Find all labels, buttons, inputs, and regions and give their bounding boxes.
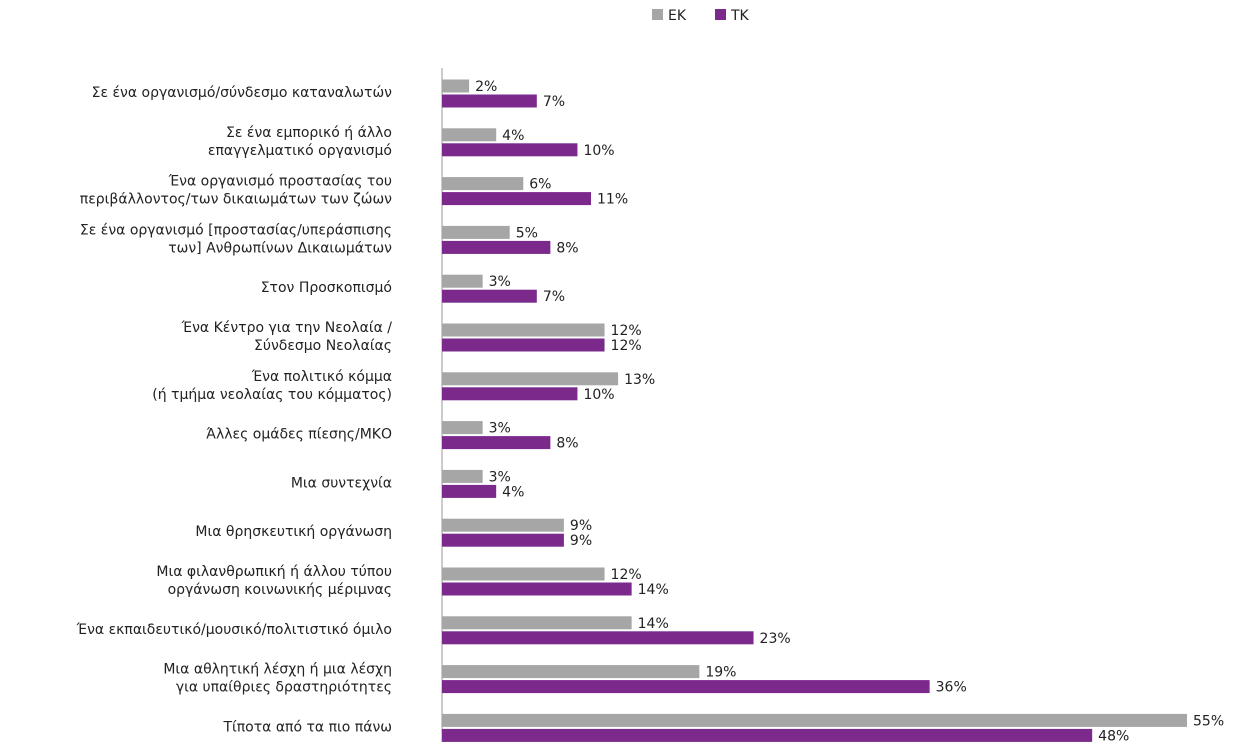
bar bbox=[442, 240, 551, 254]
value-label: 12% bbox=[611, 323, 642, 339]
bar bbox=[442, 680, 930, 694]
bar bbox=[442, 631, 754, 645]
bar bbox=[442, 128, 497, 142]
value-label: 10% bbox=[583, 387, 614, 403]
value-label: 14% bbox=[638, 616, 669, 632]
bar bbox=[442, 713, 1187, 727]
category-label: των] Ανθρωπίνων Δικαιωμάτων bbox=[168, 240, 392, 256]
category-label: Μια θρησκευτική οργάνωση bbox=[195, 524, 392, 540]
bar bbox=[442, 533, 564, 547]
value-label: 5% bbox=[516, 225, 538, 241]
value-label: 13% bbox=[624, 372, 655, 388]
value-label: 4% bbox=[502, 128, 524, 144]
value-label: 23% bbox=[760, 631, 791, 647]
bar bbox=[442, 79, 470, 93]
category-label: Τίποτα από τα πιο πάνω bbox=[222, 719, 392, 735]
category-label: περιβάλλοντος/των δικαιωμάτων των ζώων bbox=[80, 192, 392, 208]
bar bbox=[442, 225, 510, 239]
bar bbox=[442, 323, 605, 337]
category-label: Στον Προσκοπισμό bbox=[261, 280, 392, 296]
category-label: επαγγελματικό οργανισμό bbox=[208, 143, 392, 159]
bar bbox=[442, 143, 578, 157]
category-label: Ένα εκπαιδευτικό/μουσικό/πολιτιστικό όμι… bbox=[76, 622, 392, 638]
value-label: 2% bbox=[475, 79, 497, 95]
legend-label: ΤΚ bbox=[730, 8, 750, 24]
category-label: Ένα πολιτικό κόμμα bbox=[251, 369, 392, 385]
category-label: (ή τμήμα νεολαίας του κόμματος) bbox=[152, 387, 392, 403]
value-label: 9% bbox=[570, 518, 592, 534]
value-label: 12% bbox=[611, 567, 642, 583]
value-label: 6% bbox=[529, 177, 551, 193]
value-label: 48% bbox=[1098, 728, 1129, 744]
value-label: 7% bbox=[543, 94, 565, 110]
category-label: Ένα οργανισμό προστασίας του bbox=[168, 174, 392, 190]
value-label: 3% bbox=[489, 469, 511, 485]
legend-swatch bbox=[715, 9, 726, 20]
bar bbox=[442, 274, 483, 288]
value-label: 12% bbox=[611, 338, 642, 354]
category-label: Σε ένα οργανισμό [προστασίας/υπεράσπισης bbox=[80, 222, 392, 238]
bar bbox=[442, 387, 578, 401]
bar bbox=[442, 616, 632, 630]
value-label: 8% bbox=[556, 436, 578, 452]
bar bbox=[442, 421, 483, 435]
bar bbox=[442, 665, 700, 679]
bar bbox=[442, 338, 605, 352]
bar bbox=[442, 484, 497, 498]
value-label: 36% bbox=[936, 680, 967, 696]
bar bbox=[442, 582, 632, 596]
category-label: οργάνωση κοινωνικής μέριμνας bbox=[168, 582, 392, 598]
bar bbox=[442, 94, 537, 108]
value-label: 19% bbox=[705, 665, 736, 681]
category-label: για υπαίθριες δραστηριότητες bbox=[176, 680, 392, 696]
bar bbox=[442, 289, 537, 303]
bar bbox=[442, 192, 591, 206]
category-label: Μια αθλητική λέσχη ή μια λέσχη bbox=[163, 662, 392, 678]
bar bbox=[442, 372, 619, 386]
bar bbox=[442, 469, 483, 483]
value-label: 8% bbox=[556, 240, 578, 256]
category-label: Σύνδεσμο Νεολαίας bbox=[254, 338, 392, 354]
value-label: 3% bbox=[489, 274, 511, 290]
value-label: 4% bbox=[502, 484, 524, 500]
value-label: 55% bbox=[1193, 713, 1224, 729]
value-label: 7% bbox=[543, 289, 565, 305]
value-label: 14% bbox=[638, 582, 669, 598]
bar bbox=[442, 518, 564, 532]
value-label: 3% bbox=[489, 421, 511, 437]
category-label: Σε ένα εμπορικό ή άλλο bbox=[226, 125, 392, 141]
bar bbox=[442, 436, 551, 450]
category-label: Μια συντεχνία bbox=[291, 475, 392, 491]
value-label: 11% bbox=[597, 192, 628, 208]
value-label: 9% bbox=[570, 533, 592, 549]
legend-swatch bbox=[652, 9, 663, 20]
value-label: 10% bbox=[583, 143, 614, 159]
bar bbox=[442, 177, 524, 191]
category-label: Μια φιλανθρωπική ή άλλου τύπου bbox=[156, 564, 392, 580]
category-label: Ένα Κέντρο για την Νεολαία / bbox=[181, 320, 393, 336]
bar bbox=[442, 567, 605, 581]
legend-label: ΕΚ bbox=[668, 8, 687, 24]
bar bbox=[442, 728, 1093, 742]
category-label: Σε ένα οργανισμό/σύνδεσμο καταναλωτών bbox=[92, 85, 393, 101]
category-label: Άλλες ομάδες πίεσης/ΜΚΟ bbox=[206, 427, 392, 443]
